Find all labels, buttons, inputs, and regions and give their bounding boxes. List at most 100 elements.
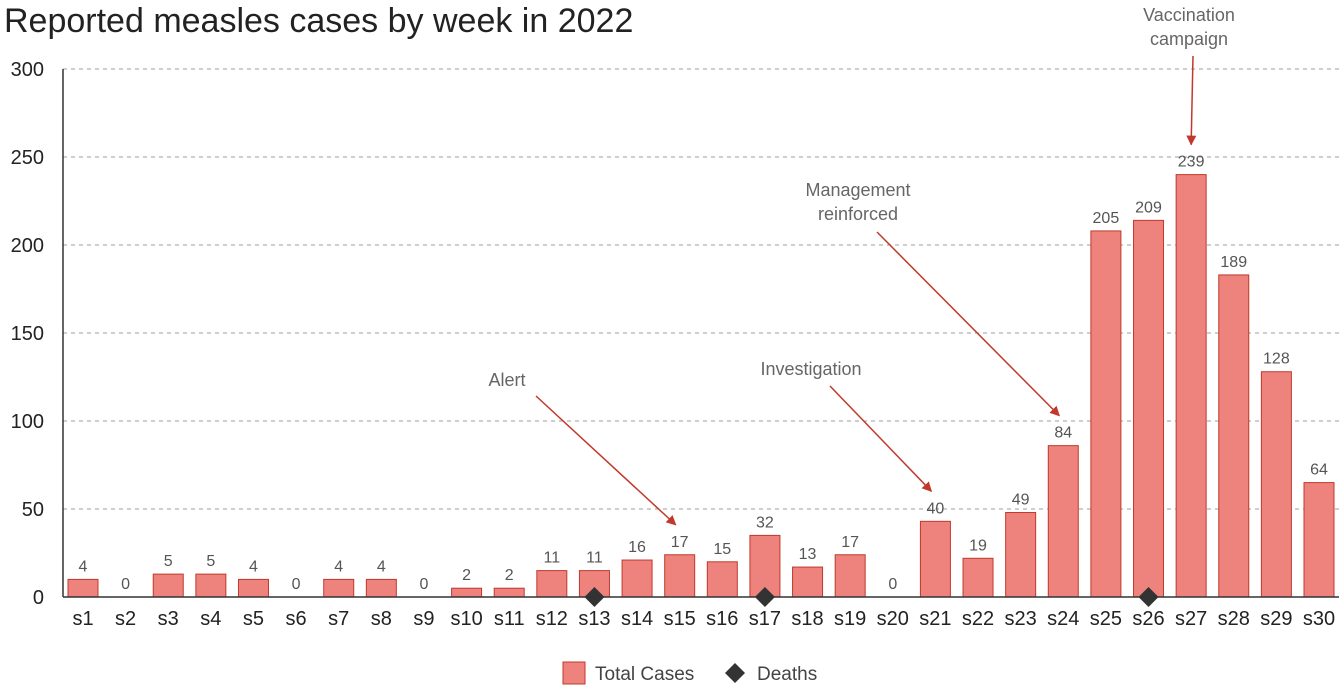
bar-s26 — [1133, 219, 1165, 598]
data-label-s1: 4 — [79, 558, 88, 575]
data-label-s10: 2 — [462, 567, 471, 584]
data-label-s6: 0 — [292, 576, 301, 593]
x-tick-label-s15: s15 — [664, 608, 696, 630]
annotation-arrow — [535, 395, 677, 526]
annotation-arrow — [876, 231, 1060, 417]
annotation-text: Vaccination — [1143, 5, 1235, 25]
bar-s27 — [1175, 174, 1207, 598]
x-tick-label-s22: s22 — [962, 608, 994, 630]
x-tick-label-s18: s18 — [791, 608, 823, 630]
bar-s24 — [1047, 445, 1079, 598]
y-tick-label: 100 — [11, 411, 44, 433]
legend-label-total-cases: Total Cases — [595, 664, 694, 685]
bar-s14 — [621, 559, 653, 598]
x-tick-label-s10: s10 — [450, 608, 482, 630]
data-label-s9: 0 — [420, 576, 429, 593]
bar-s3 — [152, 573, 184, 598]
x-tick-label-s20: s20 — [877, 608, 909, 630]
x-tick-label-s30: s30 — [1303, 608, 1335, 630]
bar-s19 — [834, 554, 866, 598]
data-label-s15: 17 — [671, 534, 689, 551]
x-tick-label-s27: s27 — [1175, 608, 1207, 630]
bar-s25 — [1090, 230, 1122, 598]
bar-s21 — [919, 520, 951, 598]
bar-s16 — [706, 561, 738, 598]
bar-s12 — [536, 570, 568, 598]
legend-swatch-total-cases — [562, 661, 586, 685]
x-tick-label-s26: s26 — [1132, 608, 1164, 630]
data-label-s27: 239 — [1178, 154, 1205, 171]
x-tick-label-s6: s6 — [286, 608, 307, 630]
data-label-s22: 19 — [969, 537, 987, 554]
bar-s4 — [195, 573, 227, 598]
y-tick-label: 200 — [11, 235, 44, 257]
x-tick-label-s24: s24 — [1047, 608, 1079, 630]
y-tick-label: 250 — [11, 147, 44, 169]
chart-title: Reported measles cases by week in 2022 — [4, 2, 634, 40]
data-label-s19: 17 — [841, 534, 859, 551]
annotation-text: campaign — [1150, 29, 1228, 49]
data-label-s26: 209 — [1135, 199, 1162, 216]
annotation-text: Investigation — [760, 359, 861, 379]
x-tick-label-s8: s8 — [371, 608, 392, 630]
y-tick-label: 150 — [11, 323, 44, 345]
data-label-s13: 11 — [586, 550, 603, 567]
bar-s5 — [237, 578, 269, 598]
data-label-s3: 5 — [164, 553, 173, 570]
x-tick-label-s9: s9 — [413, 608, 434, 630]
x-tick-label-s12: s12 — [536, 608, 568, 630]
bar-s8 — [365, 578, 397, 598]
bar-s1 — [67, 578, 99, 598]
legend-swatch-deaths — [725, 663, 745, 683]
data-label-s17: 32 — [756, 514, 774, 531]
bar-s11 — [493, 587, 525, 598]
x-tick-label-s3: s3 — [158, 608, 179, 630]
x-tick-label-s25: s25 — [1090, 608, 1122, 630]
x-tick-label-s21: s21 — [919, 608, 951, 630]
legend-label-deaths: Deaths — [757, 664, 817, 685]
data-label-s21: 40 — [927, 500, 945, 517]
data-label-s12: 11 — [544, 550, 561, 567]
annotation-text: Alert — [488, 370, 525, 390]
bar-s28 — [1218, 274, 1250, 598]
x-tick-label-s4: s4 — [200, 608, 221, 630]
x-tick-label-s28: s28 — [1218, 608, 1250, 630]
data-label-s16: 15 — [713, 541, 731, 558]
bar-s17 — [749, 534, 781, 598]
data-label-s7: 4 — [334, 558, 343, 575]
x-tick-label-s16: s16 — [706, 608, 738, 630]
x-tick-label-s17: s17 — [749, 608, 781, 630]
bar-s10 — [451, 587, 483, 598]
bar-s22 — [962, 557, 994, 598]
data-label-s18: 13 — [799, 546, 817, 563]
x-tick-label-s2: s2 — [115, 608, 136, 630]
data-label-s24: 84 — [1054, 425, 1072, 442]
data-label-s30: 64 — [1310, 462, 1328, 479]
x-tick-label-s14: s14 — [621, 608, 653, 630]
bar-s18 — [792, 566, 824, 598]
y-tick-label: 50 — [22, 499, 44, 521]
y-tick-label: 0 — [33, 587, 44, 609]
x-tick-label-s13: s13 — [578, 608, 610, 630]
bar-s23 — [1005, 512, 1037, 598]
data-label-s20: 0 — [888, 576, 897, 593]
data-label-s5: 4 — [249, 558, 258, 575]
data-label-s25: 205 — [1093, 210, 1120, 227]
bar-s29 — [1260, 371, 1292, 598]
annotation-arrow — [829, 385, 933, 493]
x-tick-label-s19: s19 — [834, 608, 866, 630]
x-tick-label-s1: s1 — [72, 608, 93, 630]
x-tick-label-s23: s23 — [1005, 608, 1037, 630]
annotation-text: Management — [805, 180, 910, 200]
bar-s7 — [323, 578, 355, 598]
data-label-s2: 0 — [121, 576, 130, 593]
data-label-s23: 49 — [1012, 492, 1030, 509]
data-label-s8: 4 — [377, 558, 386, 575]
data-label-s14: 16 — [628, 539, 646, 556]
bar-s15 — [664, 554, 696, 598]
x-tick-label-s7: s7 — [328, 608, 349, 630]
bar-s30 — [1303, 482, 1335, 598]
data-label-s28: 189 — [1220, 254, 1247, 271]
